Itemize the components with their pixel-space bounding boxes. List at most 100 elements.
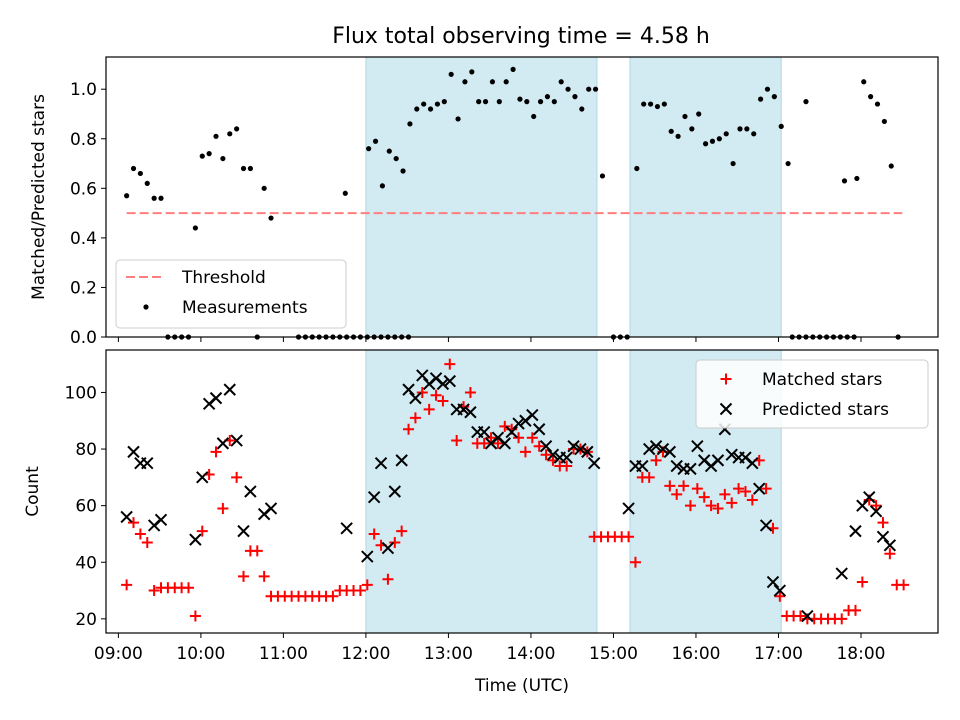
matched-star-point bbox=[513, 432, 525, 444]
measurement-point bbox=[558, 79, 564, 85]
predicted-star-point bbox=[856, 499, 869, 512]
predicted-star-point bbox=[395, 454, 408, 467]
predicted-star-point bbox=[464, 406, 477, 419]
y-tick-label: 80 bbox=[75, 440, 97, 460]
measurement-point bbox=[524, 99, 530, 105]
matched-star-point bbox=[121, 579, 133, 591]
predicted-star-point bbox=[374, 456, 388, 470]
legend-label-measurements: Measurements bbox=[182, 298, 308, 318]
predicted-star-point bbox=[477, 425, 491, 439]
predicted-star-point bbox=[141, 456, 154, 470]
measurement-point bbox=[124, 193, 130, 199]
predicted-star-point bbox=[244, 485, 257, 498]
measurement-point bbox=[366, 146, 372, 152]
predicted-star-point bbox=[567, 440, 580, 453]
predicted-star-point bbox=[849, 524, 862, 538]
measurement-point bbox=[841, 178, 848, 184]
predicted-star-point bbox=[753, 482, 766, 495]
legend-predicted-swatch bbox=[719, 402, 733, 416]
predicted-star-point bbox=[388, 485, 402, 498]
predicted-star-point bbox=[381, 541, 395, 555]
measurement-point bbox=[407, 121, 413, 127]
measurement-point bbox=[482, 99, 489, 105]
matched-star-point bbox=[148, 585, 160, 597]
observing-interval-band bbox=[365, 349, 598, 634]
predicted-star-point bbox=[526, 408, 539, 422]
matched-star-point bbox=[134, 528, 146, 540]
legend-box bbox=[695, 359, 929, 429]
measurement-point bbox=[654, 103, 661, 110]
measurement-point bbox=[709, 138, 716, 144]
x-tick-label: 09:00 bbox=[94, 644, 143, 664]
measurement-point bbox=[469, 69, 475, 75]
predicted-star-point bbox=[264, 502, 278, 515]
predicted-star-point bbox=[443, 374, 457, 388]
measurement-point bbox=[144, 180, 150, 186]
y-tick-label: 60 bbox=[75, 497, 97, 517]
predicted-star-point bbox=[746, 456, 759, 470]
measurement-point bbox=[151, 195, 157, 201]
measurement-point bbox=[682, 113, 688, 120]
measurement-point bbox=[220, 155, 226, 162]
measurement-point bbox=[247, 165, 253, 172]
matched-star-point bbox=[856, 576, 868, 588]
predicted-star-point bbox=[120, 510, 133, 524]
predicted-star-point bbox=[642, 442, 656, 456]
measurement-point bbox=[393, 155, 399, 162]
measurement-point bbox=[689, 126, 695, 132]
matched-star-point bbox=[774, 590, 786, 602]
measurement-point bbox=[803, 99, 809, 105]
measurement-point bbox=[386, 148, 392, 154]
matched-star-point bbox=[629, 556, 641, 568]
matched-star-point bbox=[746, 494, 758, 506]
measurement-point bbox=[592, 86, 599, 92]
matched-star-point bbox=[389, 536, 401, 548]
measurement-point bbox=[531, 113, 537, 120]
y-tick-label: 20 bbox=[75, 610, 97, 630]
measurement-point bbox=[434, 101, 441, 107]
matched-star-point bbox=[396, 525, 408, 537]
plot-frame bbox=[105, 56, 939, 338]
matched-star-point bbox=[382, 573, 394, 585]
measurement-point bbox=[544, 94, 551, 100]
measurement-point bbox=[372, 138, 379, 144]
matched-star-point bbox=[561, 460, 573, 472]
measurement-point bbox=[586, 86, 592, 92]
measurement-point bbox=[778, 123, 784, 129]
predicted-star-point bbox=[636, 459, 649, 473]
y-axis-label: Matched/Predicted stars bbox=[29, 94, 49, 300]
y-tick-label: 100 bbox=[65, 383, 97, 403]
measurement-point bbox=[240, 165, 247, 172]
measurement-point bbox=[503, 79, 509, 85]
matched-star-point bbox=[836, 613, 848, 625]
matched-star-point bbox=[128, 517, 140, 529]
observing-interval-band bbox=[629, 56, 782, 338]
matched-star-point bbox=[519, 446, 531, 458]
measurement-point bbox=[675, 133, 681, 139]
y-tick-label: 0.4 bbox=[70, 229, 97, 249]
matched-star-point bbox=[403, 423, 415, 435]
measurement-point bbox=[888, 163, 894, 169]
measurement-point bbox=[634, 165, 640, 172]
matched-star-point bbox=[423, 403, 435, 415]
matched-star-point bbox=[540, 449, 552, 461]
measurement-point bbox=[551, 99, 557, 105]
measurement-point bbox=[213, 133, 219, 139]
predicted-star-point bbox=[402, 383, 415, 396]
matched-star-point bbox=[416, 386, 428, 398]
y-tick-label: 0.6 bbox=[70, 179, 97, 199]
matched-star-point bbox=[196, 525, 208, 537]
matched-star-point bbox=[719, 488, 731, 500]
predicted-star-point bbox=[539, 440, 553, 453]
x-tick-label: 12:00 bbox=[341, 644, 390, 664]
matched-star-point bbox=[189, 610, 201, 622]
measurement-point bbox=[234, 126, 240, 132]
matched-star-point bbox=[251, 545, 263, 557]
matched-star-point bbox=[712, 502, 724, 514]
x-tick-label: 10:00 bbox=[176, 644, 225, 664]
matched-star-point bbox=[231, 471, 243, 483]
measurement-point bbox=[517, 96, 523, 102]
matched-star-point bbox=[650, 454, 662, 466]
measurement-point bbox=[723, 131, 729, 137]
matched-star-point bbox=[444, 358, 456, 370]
